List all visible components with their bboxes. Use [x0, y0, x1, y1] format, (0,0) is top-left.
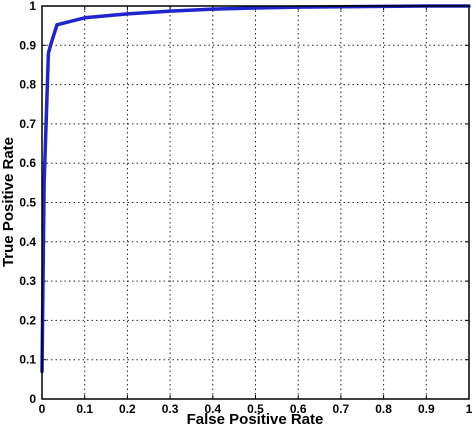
x-tick-label: 0.1: [76, 402, 93, 416]
plot-frame: [41, 5, 470, 400]
y-tick-label: 0.1: [19, 353, 36, 367]
grid: [42, 6, 469, 399]
y-tick-label: 0.8: [19, 78, 36, 92]
x-tick-label: 0.6: [290, 402, 307, 416]
y-tick-label: 0.2: [19, 313, 36, 327]
x-tick-label: 0.3: [162, 402, 179, 416]
y-tick-label: 0.7: [19, 117, 36, 131]
x-tick-label: 0: [39, 402, 46, 416]
y-tick-label: 0.9: [19, 38, 36, 52]
y-tick-label: 0.6: [19, 156, 36, 170]
x-tick-label: 0.9: [418, 402, 435, 416]
x-tick-label: 1: [466, 402, 473, 416]
y-tick-label: 0.4: [19, 235, 36, 249]
x-tick-label: 0.7: [333, 402, 350, 416]
x-tick-label: 0.2: [119, 402, 136, 416]
y-tick-label: 0: [29, 392, 36, 406]
x-tick-label: 0.8: [375, 402, 392, 416]
y-axis-title: True Positive Rate: [0, 137, 17, 267]
y-tick-label: 1: [29, 0, 36, 13]
x-tick-label: 0.4: [204, 402, 221, 416]
y-tick-label: 0.5: [19, 196, 36, 210]
axis-ticks: 0 0.1 0.2 0.3 0.4 0.5 0.6 0.7 0.8 0.9 1 0 0.1 0.2 0.3 0…: [19, 0, 472, 416]
x-tick-label: 0.5: [247, 402, 264, 416]
y-tick-label: 0.3: [19, 274, 36, 288]
x-axis-title: False Positive Rate: [187, 411, 324, 428]
